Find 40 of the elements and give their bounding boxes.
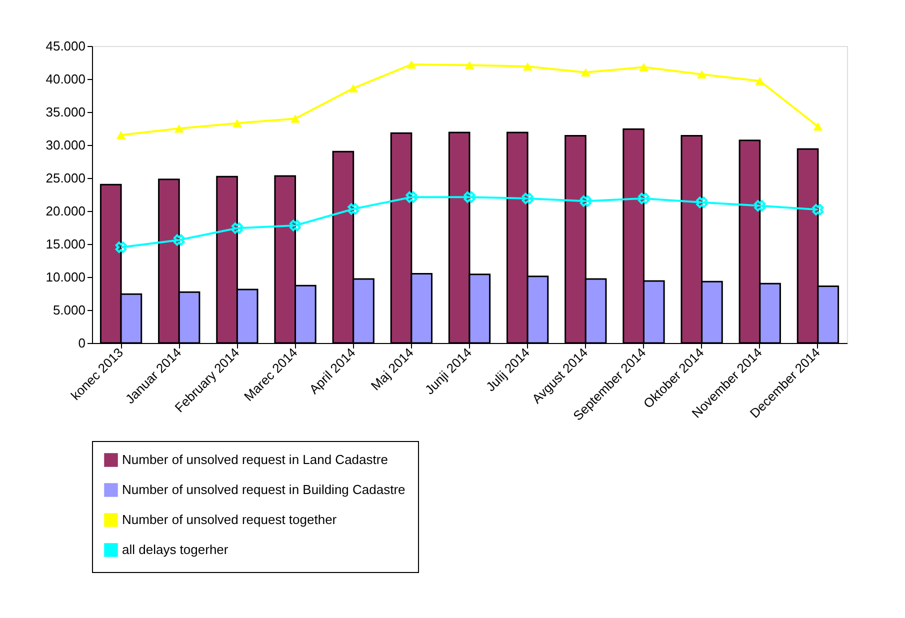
point bbox=[116, 130, 126, 140]
y-tick-label: 25.000 bbox=[46, 170, 86, 186]
y-tick-label: 10.000 bbox=[46, 270, 86, 284]
y-tick-label: 30.000 bbox=[46, 138, 86, 152]
point bbox=[174, 124, 184, 133]
y-tick-label: 20.000 bbox=[46, 204, 86, 218]
point bbox=[580, 68, 590, 77]
point bbox=[697, 70, 707, 78]
point bbox=[812, 204, 824, 216]
point bbox=[464, 61, 474, 70]
legend-label: all delays togerher bbox=[122, 542, 229, 557]
point bbox=[696, 196, 708, 208]
y-tick-label: 35.000 bbox=[46, 104, 86, 120]
point bbox=[406, 191, 418, 203]
legend-label: Number of unsolved request together bbox=[122, 512, 338, 527]
point bbox=[754, 200, 766, 212]
point bbox=[755, 76, 765, 86]
point bbox=[638, 63, 648, 72]
point bbox=[406, 60, 416, 69]
y-tick-label: 0 bbox=[78, 336, 86, 350]
point bbox=[173, 234, 185, 246]
point bbox=[290, 114, 300, 123]
point bbox=[580, 195, 592, 207]
legend-label: Number of unsolved request in Building Cadastre bbox=[122, 482, 406, 497]
y-tick-label: 15.000 bbox=[46, 236, 86, 252]
point bbox=[290, 220, 301, 232]
y-tick-label: 45.000 bbox=[46, 38, 86, 54]
point bbox=[232, 119, 242, 128]
point bbox=[231, 222, 243, 234]
point bbox=[348, 84, 358, 92]
y-tick-label: 40.000 bbox=[46, 72, 86, 86]
point bbox=[522, 62, 532, 71]
point bbox=[464, 191, 476, 203]
point bbox=[522, 192, 534, 204]
legend-label: Number of unsolved request in Land Cadastre bbox=[122, 452, 388, 467]
y-tick-label: 5.000 bbox=[52, 302, 86, 318]
point bbox=[115, 242, 127, 253]
point bbox=[813, 122, 823, 131]
point bbox=[638, 192, 650, 204]
point bbox=[348, 203, 360, 215]
